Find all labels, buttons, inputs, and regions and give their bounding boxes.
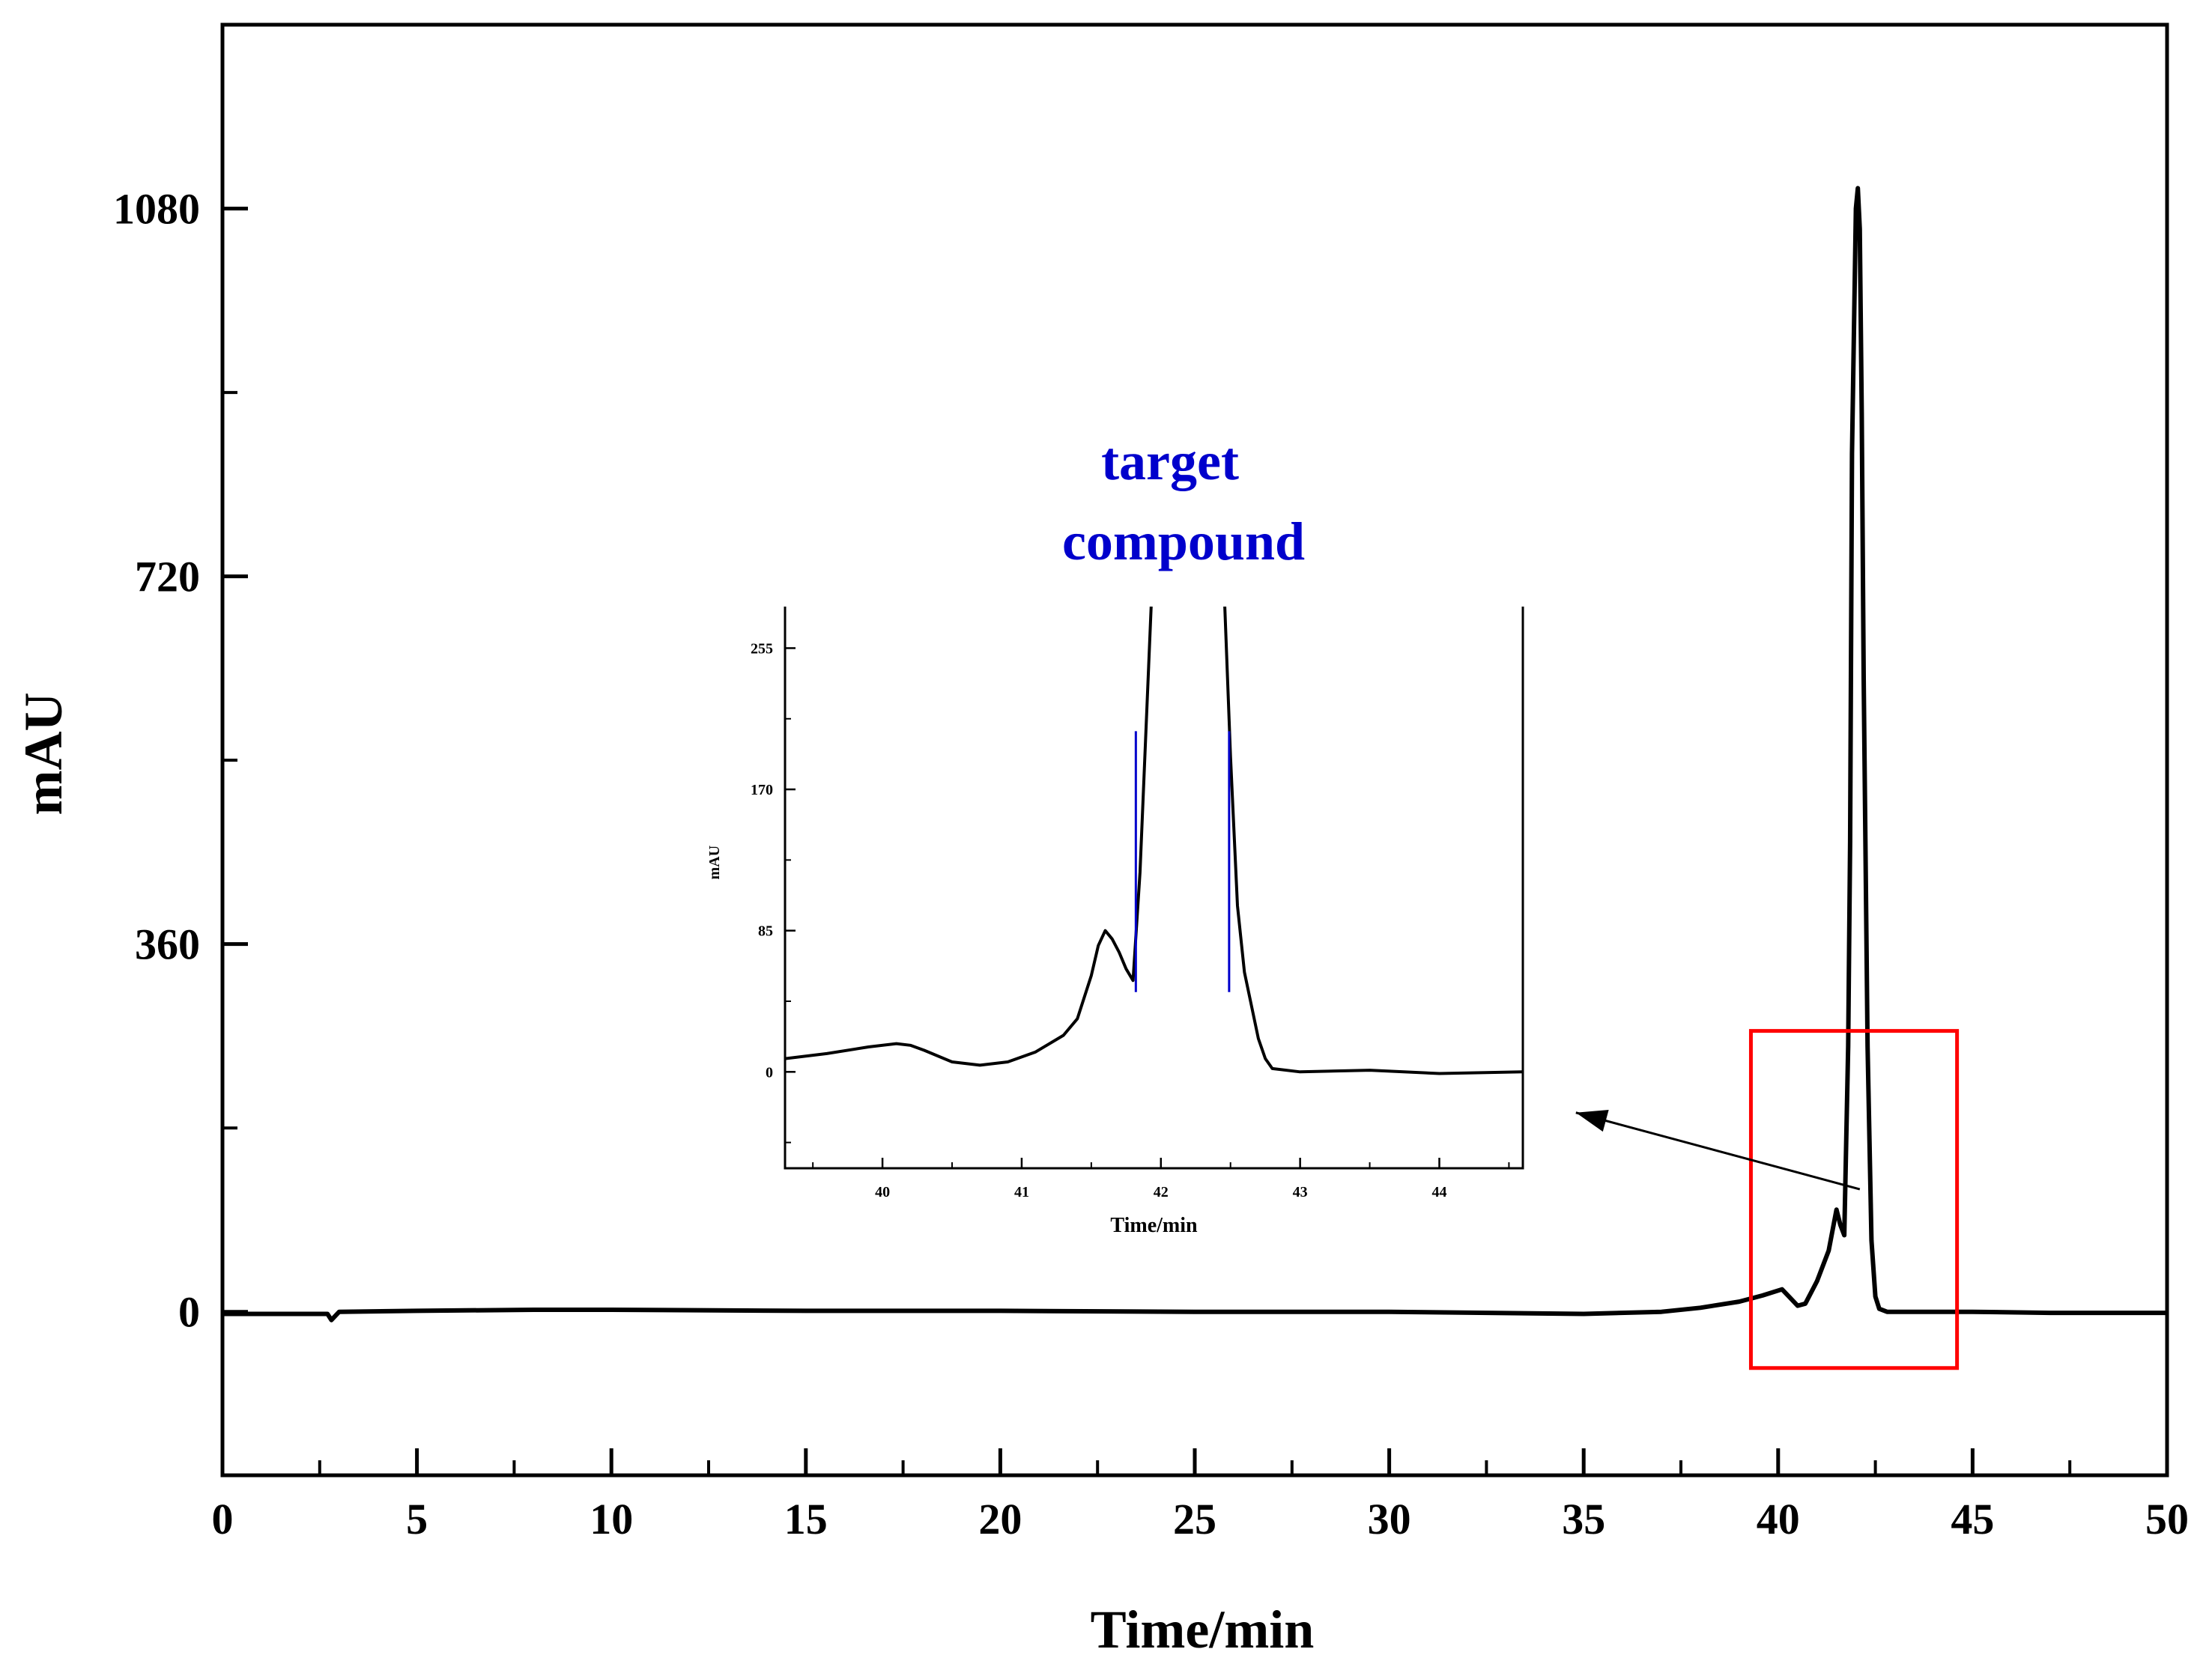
inset-y-ticks: 0 85 170 255 (751, 640, 796, 1144)
target-annotation-line-2: compound (1062, 511, 1305, 571)
inset-x-ticks: 40 41 42 43 44 (812, 1158, 1510, 1200)
main-x-tick-label: 10 (590, 1495, 633, 1543)
main-x-tick-label: 30 (1368, 1495, 1411, 1543)
main-y-tick-label: 360 (135, 920, 200, 969)
main-x-tick-label: 50 (2145, 1495, 2189, 1543)
main-x-tick-label: 25 (1173, 1495, 1216, 1543)
inset-x-axis-title: Time/min (1110, 1214, 1198, 1237)
inset-x-tick-label: 44 (1431, 1184, 1446, 1200)
inset-y-tick-label: 255 (751, 640, 773, 657)
main-y-ticks: 0 360 720 1080 (113, 23, 248, 1337)
inset-y-axis-title: mAU (706, 845, 723, 880)
inset-x-tick-label: 43 (1293, 1184, 1308, 1200)
main-y-tick-label: 720 (135, 553, 200, 601)
main-x-tick-label: 5 (406, 1495, 428, 1543)
main-x-tick-label: 45 (1951, 1495, 1994, 1543)
main-x-tick-label: 0 (212, 1495, 234, 1543)
main-x-axis-title: Time/min (1091, 1600, 1315, 1660)
main-x-tick-label: 20 (978, 1495, 1022, 1543)
inset-y-tick-label: 170 (751, 782, 773, 798)
main-x-tick-label: 35 (1562, 1495, 1605, 1543)
zoom-arrow (1575, 1109, 1861, 1191)
main-y-tick-label: 1080 (113, 185, 200, 234)
arrow-shaft (1575, 1111, 1861, 1191)
target-annotation-line-1: target (1101, 431, 1239, 491)
zoom-highlight-box (1748, 1029, 1960, 1370)
main-plot: 0 5 10 15 20 25 30 35 40 45 50 0 360 720 1080 Time/mi… (13, 22, 2189, 1660)
inset-y-tick-label: 85 (758, 923, 773, 940)
inset-x-tick-label: 42 (1154, 1184, 1169, 1200)
main-chromatogram-line (222, 186, 2167, 1323)
inset-plot-frame (784, 607, 1524, 1170)
inset-plot: 40 41 42 43 44 0 85 170 255 Time/min mAU target… (706, 431, 1524, 1237)
inset-x-tick-label: 41 (1014, 1184, 1029, 1200)
inset-y-tick-label: 0 (766, 1064, 773, 1081)
main-x-tick-label: 40 (1757, 1495, 1800, 1543)
main-x-ticks: 0 5 10 15 20 25 30 35 40 45 50 (212, 1448, 2189, 1543)
inset-chromatogram-line (785, 607, 1523, 1075)
arrow-head (1575, 1109, 1609, 1132)
main-y-axis-title: mAU (13, 693, 73, 816)
cut-markers (1134, 731, 1231, 992)
inset-x-tick-label: 40 (875, 1184, 890, 1200)
main-y-tick-label: 0 (178, 1288, 200, 1337)
main-x-tick-label: 15 (784, 1495, 828, 1543)
